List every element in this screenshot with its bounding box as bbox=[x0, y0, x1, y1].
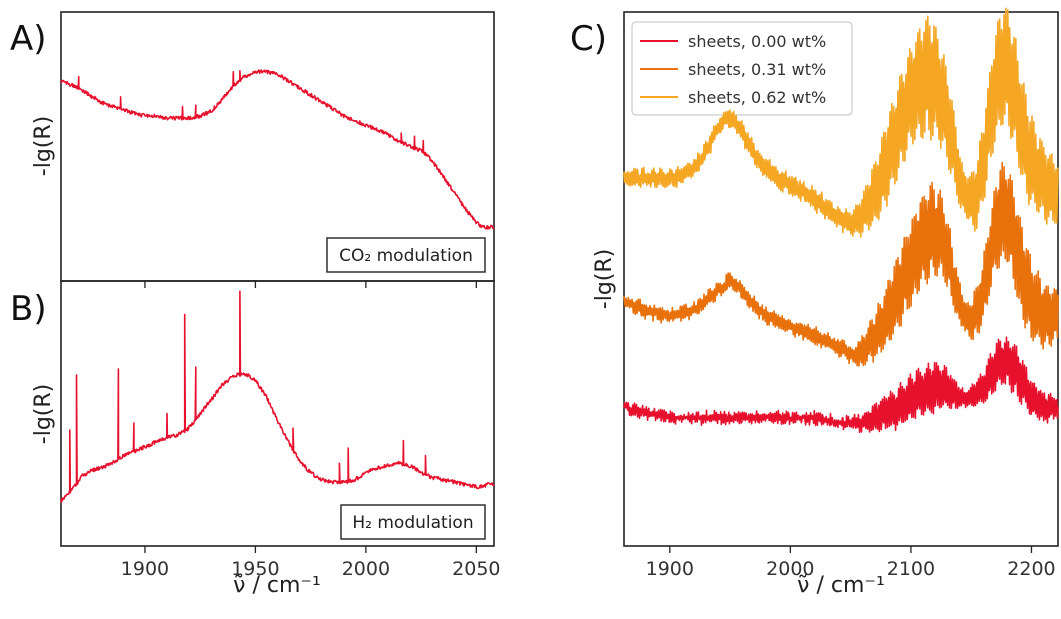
x-tick-label-1-0: 1900 bbox=[121, 558, 169, 580]
legend-label-0: sheets, 0.00 wt% bbox=[688, 32, 826, 51]
panel-b-annotation: H₂ modulation bbox=[352, 513, 473, 533]
x-tick-label-1-1: 1950 bbox=[231, 558, 279, 580]
legend-label-2: sheets, 0.62 wt% bbox=[688, 88, 826, 107]
series-line-2-0 bbox=[623, 336, 1059, 434]
panel-b-xlabel: ν̃ / cm⁻¹ bbox=[233, 573, 321, 598]
panel-a-ylabel: -lg(R) bbox=[31, 116, 56, 176]
panel-c-letter: C) bbox=[570, 19, 607, 59]
panel-b-annotation-box bbox=[340, 504, 486, 540]
panel-c-frame bbox=[623, 11, 1059, 547]
panel-b-letter: B) bbox=[10, 289, 47, 329]
x-tick-label-2-2: 2100 bbox=[887, 558, 935, 580]
series-line-2-2 bbox=[623, 7, 1059, 238]
panel-a-letter: A) bbox=[10, 19, 47, 59]
panel-c-ylabel: -lg(R) bbox=[592, 249, 617, 309]
panel-b-ylabel: -lg(R) bbox=[31, 384, 56, 444]
legend-label-1: sheets, 0.31 wt% bbox=[688, 60, 826, 79]
panel-a-annotation-box bbox=[326, 237, 486, 273]
x-tick-label-1-3: 2050 bbox=[452, 558, 500, 580]
panel-c-xlabel: ν̃ / cm⁻¹ bbox=[797, 573, 885, 598]
panel-a-annotation: CO₂ modulation bbox=[339, 246, 473, 266]
series-line-0-0 bbox=[60, 69, 495, 230]
x-tick-label-2-3: 2200 bbox=[1007, 558, 1055, 580]
panel-b-frame bbox=[60, 280, 495, 547]
series-line-2-1 bbox=[623, 161, 1059, 367]
x-tick-label-2-0: 1900 bbox=[646, 558, 694, 580]
series-line-1-0 bbox=[60, 290, 495, 504]
x-tick-label-2-1: 2000 bbox=[766, 558, 814, 580]
x-tick-label-1-2: 2000 bbox=[342, 558, 390, 580]
panel-c-legend bbox=[631, 21, 853, 116]
chart-marks: 1900 1950 2000 2050 1900 2000 2100 2200 bbox=[60, 7, 1059, 580]
